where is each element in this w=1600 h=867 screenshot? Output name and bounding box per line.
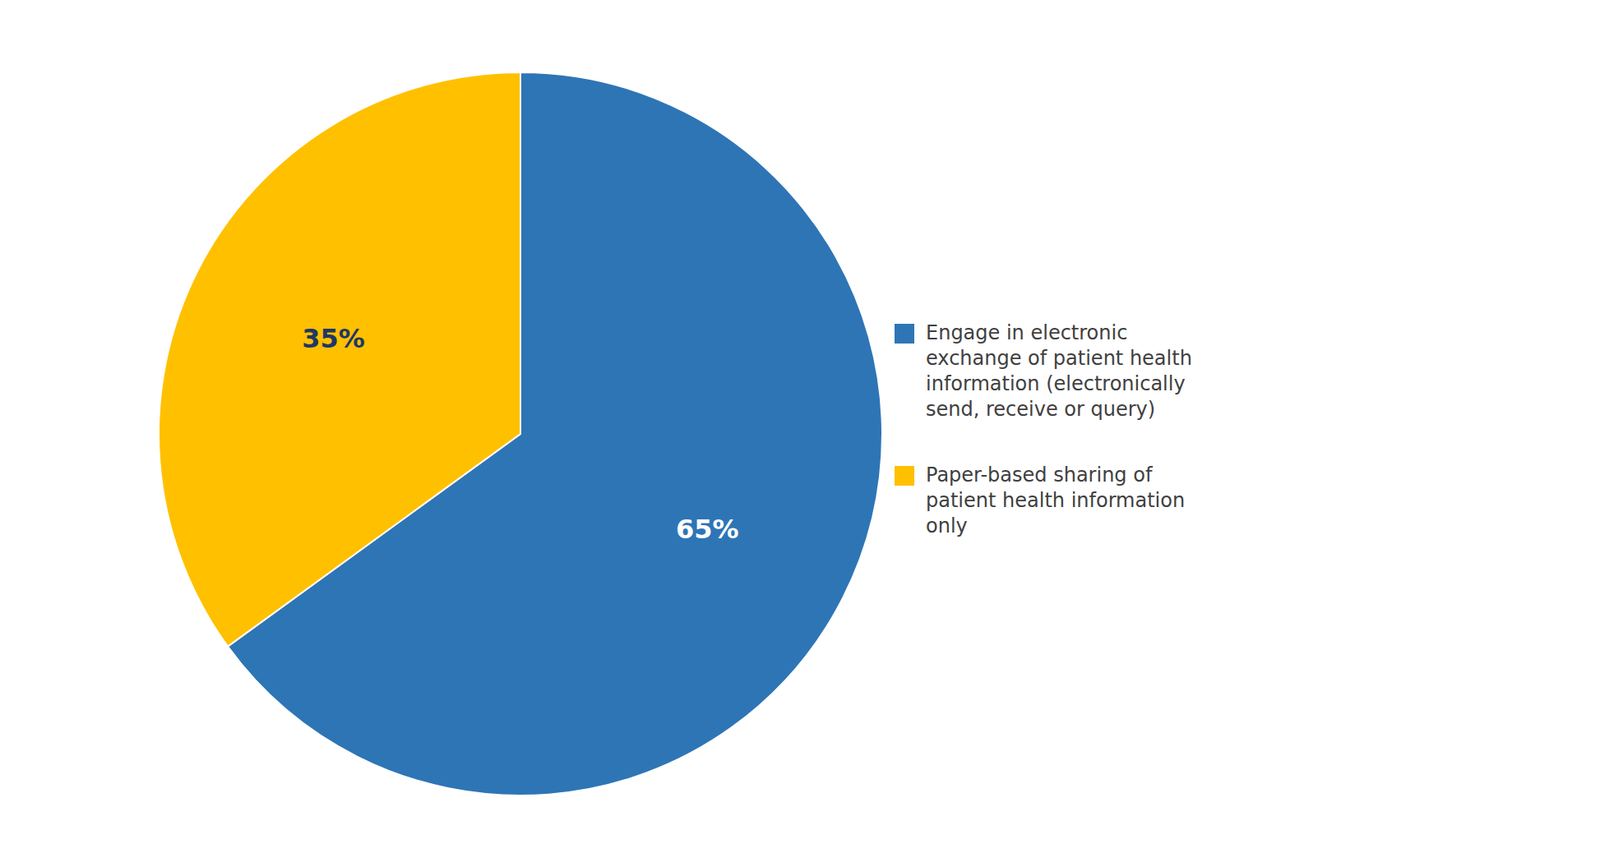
svg-text:65%: 65% [675, 513, 740, 546]
html-text:Paper-based sharing of patient: Paper-based sharing of patient health in… [925, 463, 1185, 538]
svg-text:35%: 35% [301, 323, 366, 355]
html-text:Engage in electronic exchange: Engage in electronic exchange of patient… [925, 321, 1193, 422]
